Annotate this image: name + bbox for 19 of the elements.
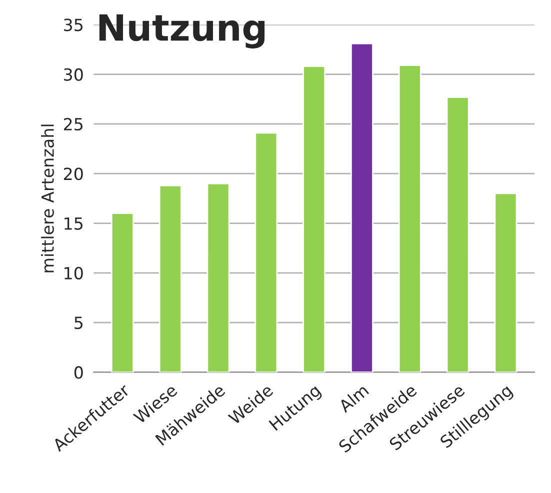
bar: [206, 182, 230, 372]
y-tick-label: 25: [64, 118, 82, 131]
bar: [254, 132, 278, 372]
bar: [494, 192, 518, 372]
y-tick-label: 10: [64, 266, 83, 280]
y-tick-label: 30: [64, 68, 83, 81]
y-tick-label: 0: [74, 366, 83, 379]
bar: [350, 42, 374, 372]
bar: [446, 96, 470, 372]
bar: [398, 64, 422, 372]
bar: [302, 66, 326, 372]
bar: [110, 212, 134, 372]
y-tick-label: 35: [64, 18, 82, 32]
y-tick-label: 15: [64, 217, 82, 230]
y-tick-label: 20: [64, 168, 83, 180]
chart-title: Nutzung: [99, 14, 265, 48]
y-axis-title: mittlere Artenzahl: [41, 124, 54, 272]
bar: [158, 184, 182, 372]
y-tick-label: 5: [74, 316, 82, 330]
